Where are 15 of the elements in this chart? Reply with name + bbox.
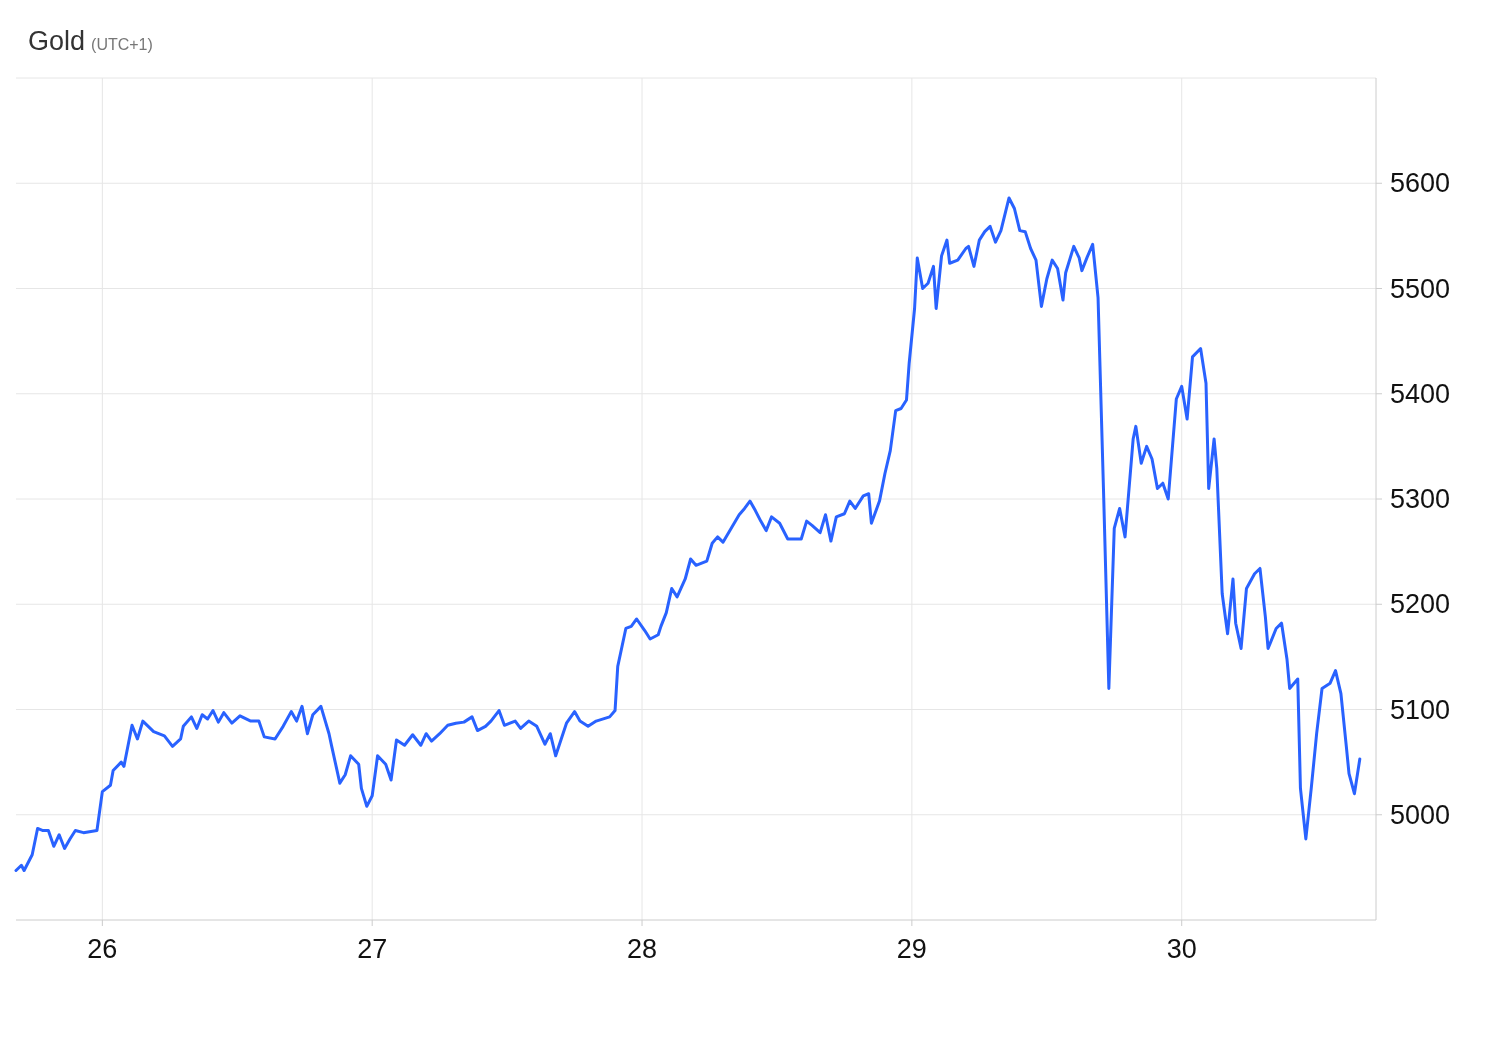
y-tick-label: 5200 xyxy=(1390,589,1451,620)
y-tick-label: 5300 xyxy=(1390,484,1451,514)
chart-title: Gold xyxy=(28,26,86,56)
y-tick-label: 5600 xyxy=(1390,168,1451,199)
y-tick-label: 5400 xyxy=(1390,378,1451,409)
x-tick-label: 27 xyxy=(357,934,388,964)
y-tick-label: 5500 xyxy=(1390,273,1451,304)
line-series xyxy=(14,196,1362,873)
chart-subtitle: (UTC+1) xyxy=(91,36,153,53)
x-tick-label: 29 xyxy=(896,934,927,964)
y-tick-label: 5100 xyxy=(1390,694,1451,725)
x-tick-label: 28 xyxy=(627,934,658,964)
x-tick-label: 26 xyxy=(87,934,118,964)
x-tick-label: 30 xyxy=(1166,934,1197,964)
y-tick-label: 5000 xyxy=(1390,799,1451,830)
